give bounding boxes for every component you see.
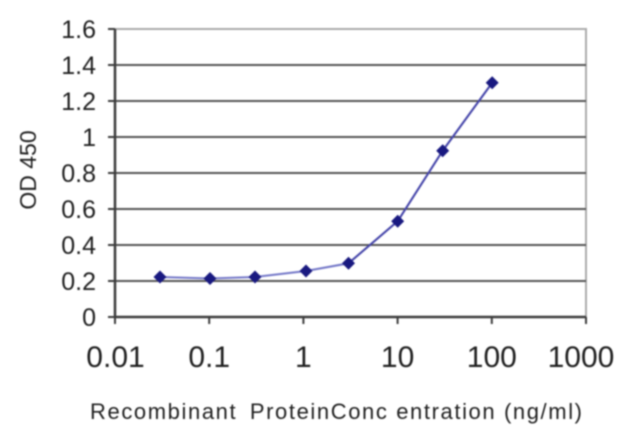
svg-text:Recombinant ProteinConc entrat: Recombinant ProteinConc entration (ng/ml… (90, 399, 582, 424)
svg-text:1000: 1000 (548, 341, 615, 374)
svg-text:0.4: 0.4 (61, 232, 96, 260)
svg-text:0.01: 0.01 (86, 341, 144, 374)
svg-text:1: 1 (295, 341, 312, 374)
svg-text:OD 450: OD 450 (15, 130, 41, 209)
svg-text:0.1: 0.1 (188, 341, 230, 374)
svg-text:1.2: 1.2 (61, 88, 96, 116)
svg-text:100: 100 (467, 341, 517, 374)
svg-text:0.8: 0.8 (61, 160, 96, 188)
svg-text:1: 1 (82, 124, 96, 152)
svg-text:10: 10 (381, 341, 414, 374)
svg-text:0: 0 (82, 304, 96, 332)
svg-text:0.6: 0.6 (61, 196, 96, 224)
svg-text:0.2: 0.2 (61, 268, 96, 296)
svg-text:1.4: 1.4 (61, 52, 96, 80)
svg-text:1.6: 1.6 (61, 16, 96, 44)
